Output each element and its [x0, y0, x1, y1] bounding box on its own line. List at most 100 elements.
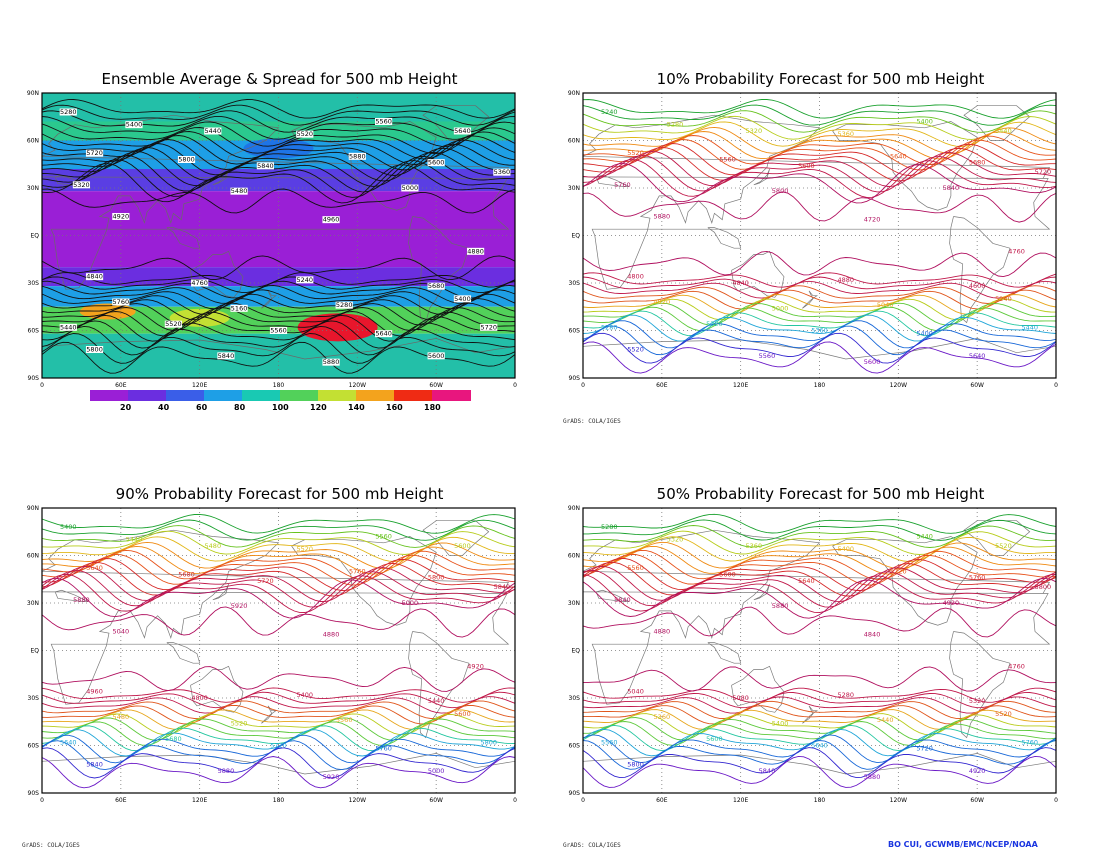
y-tick-label: 30S	[28, 695, 40, 702]
contour-label: 5320	[667, 536, 684, 544]
contour-line	[582, 272, 1057, 288]
colorbar-segment	[128, 390, 167, 401]
y-tick-label: 60S	[569, 743, 581, 750]
contour-label: 5800	[86, 346, 103, 354]
contour-line	[41, 519, 516, 541]
contour-line	[582, 325, 1057, 356]
contour-label: 5240	[297, 276, 314, 284]
contour-label-bg	[85, 273, 104, 281]
panel3-map: 5400 5440 5480 5520 5560 5600 5640 5680 5720 5760…	[27, 505, 517, 804]
colorbar-label: 100	[272, 403, 289, 412]
coastline	[422, 105, 490, 141]
contour-line	[582, 700, 1057, 719]
contour-label-bg	[322, 358, 340, 366]
contour-label: 4840	[864, 631, 881, 639]
x-tick-label: 0	[1054, 797, 1058, 804]
coastline	[949, 631, 1011, 739]
contour-line	[41, 311, 516, 337]
colorbar-segment	[166, 390, 205, 401]
contour-line	[41, 574, 516, 613]
colorbar-label: 160	[386, 403, 403, 412]
contour-label: 5760	[969, 574, 986, 582]
contour-line	[41, 578, 516, 619]
contour-label: 5840	[257, 162, 274, 170]
contour-line	[41, 99, 516, 119]
contour-line	[582, 159, 1057, 198]
x-tick-label: 0	[513, 382, 517, 389]
coastline	[190, 250, 244, 298]
contour-line	[582, 553, 1057, 586]
contour-line	[41, 734, 516, 764]
x-tick-label: 60E	[115, 797, 127, 804]
contour-label: 5280	[838, 691, 855, 699]
coastline	[832, 121, 978, 211]
contour-label: 5880	[864, 773, 881, 781]
contour-line	[582, 541, 1057, 570]
contour-line	[582, 709, 1056, 730]
y-tick-label: EQ	[571, 233, 580, 240]
contour-label: 5720	[480, 323, 497, 331]
contour-line	[41, 159, 516, 198]
contour-line	[582, 285, 1057, 304]
contour-label: 5000	[402, 599, 419, 607]
contour-label: 4760	[191, 279, 208, 287]
contour-line	[582, 734, 1057, 764]
contour-label-bg	[322, 216, 340, 224]
contour-line	[41, 188, 516, 214]
colorbar-label: 180	[424, 403, 441, 412]
contour-label: 5360	[838, 130, 855, 138]
contour-line	[582, 294, 1057, 315]
contour-label-bg	[375, 330, 393, 338]
contour-label: 5840	[86, 761, 103, 769]
contour-label: 5800	[1035, 583, 1052, 591]
contour-line	[41, 570, 516, 608]
contour-label: 5920	[323, 773, 340, 781]
panel2-footer: GrADS: COLA/IGES	[563, 418, 621, 425]
y-tick-label: EQ	[30, 648, 39, 655]
contour-label: 5000	[772, 304, 789, 312]
contour-label: 5600	[719, 571, 736, 579]
map-frame	[41, 507, 516, 794]
contour-line	[41, 513, 516, 534]
colorbar-segment	[204, 390, 243, 401]
contour-line	[41, 696, 516, 714]
contour-label: 5520	[297, 130, 314, 138]
contour-label: 5080	[732, 694, 749, 702]
contour-label: 5800	[772, 187, 789, 195]
contour-label: 4840	[86, 273, 103, 281]
contour-label: 5600	[706, 735, 723, 743]
panel2-title: 10% Probability Forecast for 500 mb Heig…	[656, 70, 985, 88]
y-tick-label: 30S	[569, 280, 581, 287]
contour-label: 5880	[349, 152, 366, 160]
contour-line	[582, 163, 1057, 204]
colorbar-segment	[356, 390, 395, 401]
contour-line	[41, 562, 516, 597]
y-tick-label: 90S	[569, 790, 581, 797]
contour-label: 5520	[231, 719, 248, 727]
contour-label: 5320	[706, 320, 723, 328]
contour-line	[582, 155, 1057, 193]
contour-line	[582, 565, 1057, 603]
contour-line	[41, 705, 516, 725]
contour-label: 5440	[126, 536, 143, 544]
spread-band	[42, 267, 515, 287]
contour-line	[41, 666, 516, 692]
x-tick-label: 0	[1054, 382, 1058, 389]
x-tick-label: 60W	[429, 797, 443, 804]
contour-label: 5360	[746, 542, 763, 550]
coastline	[582, 529, 1051, 705]
contour-label: 5240	[995, 295, 1012, 303]
contour-label: 5800	[178, 156, 195, 164]
contour-label: 5880	[218, 767, 235, 775]
contour-label: 5240	[601, 108, 618, 116]
contour-line	[583, 717, 1057, 741]
contour-line	[582, 320, 1057, 349]
coastline	[166, 642, 201, 664]
contour-line	[41, 541, 516, 570]
contour-label: 5280	[601, 323, 618, 331]
x-tick-label: 0	[581, 797, 585, 804]
y-tick-label: 60N	[27, 553, 39, 560]
x-tick-label: 120E	[192, 797, 207, 804]
coastline	[166, 227, 201, 249]
contour-line	[41, 276, 516, 293]
